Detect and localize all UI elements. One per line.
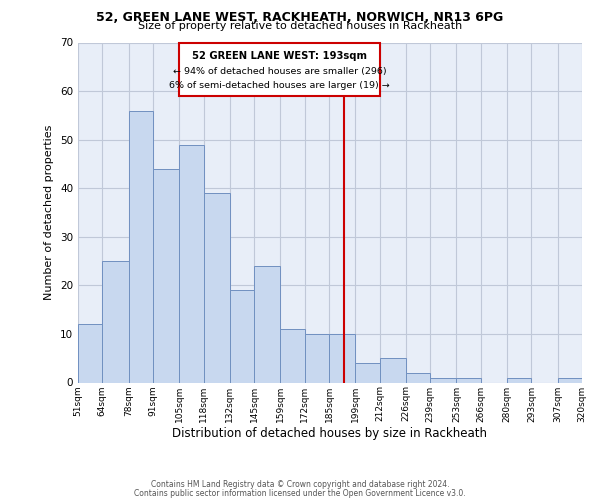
- X-axis label: Distribution of detached houses by size in Rackheath: Distribution of detached houses by size …: [173, 427, 487, 440]
- Bar: [380, 358, 406, 382]
- Bar: [305, 334, 329, 382]
- Text: Contains public sector information licensed under the Open Government Licence v3: Contains public sector information licen…: [134, 488, 466, 498]
- Y-axis label: Number of detached properties: Number of detached properties: [44, 125, 55, 300]
- Bar: [557, 378, 582, 382]
- Text: Contains HM Land Registry data © Crown copyright and database right 2024.: Contains HM Land Registry data © Crown c…: [151, 480, 449, 489]
- Bar: [179, 144, 203, 382]
- Bar: [254, 266, 280, 382]
- Text: ← 94% of detached houses are smaller (296): ← 94% of detached houses are smaller (29…: [173, 67, 386, 76]
- Bar: [103, 261, 128, 382]
- Bar: [430, 378, 457, 382]
- Bar: [406, 373, 430, 382]
- Bar: [329, 334, 355, 382]
- Text: Size of property relative to detached houses in Rackheath: Size of property relative to detached ho…: [138, 21, 462, 31]
- Bar: [153, 169, 179, 382]
- Text: 52 GREEN LANE WEST: 193sqm: 52 GREEN LANE WEST: 193sqm: [192, 51, 367, 61]
- Text: 6% of semi-detached houses are larger (19) →: 6% of semi-detached houses are larger (1…: [169, 82, 390, 90]
- Bar: [507, 378, 532, 382]
- Bar: [128, 110, 153, 382]
- Text: 52, GREEN LANE WEST, RACKHEATH, NORWICH, NR13 6PG: 52, GREEN LANE WEST, RACKHEATH, NORWICH,…: [97, 11, 503, 24]
- Bar: [280, 329, 305, 382]
- FancyBboxPatch shape: [179, 42, 380, 96]
- Bar: [203, 193, 230, 382]
- Bar: [78, 324, 103, 382]
- Bar: [457, 378, 481, 382]
- Bar: [230, 290, 254, 382]
- Bar: [355, 363, 380, 382]
